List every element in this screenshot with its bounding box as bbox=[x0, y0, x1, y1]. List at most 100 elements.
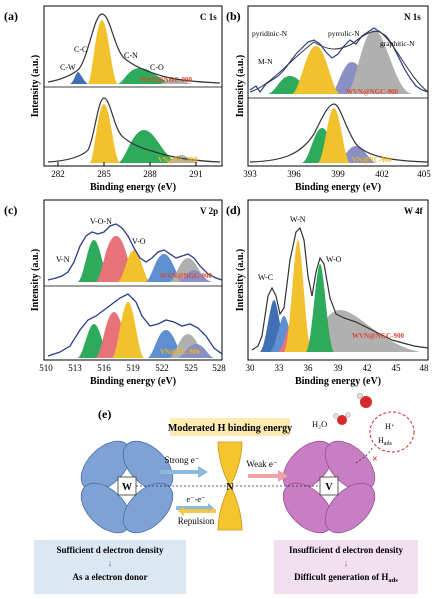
panel-c-bottom-peak-purple bbox=[178, 344, 214, 358]
panel-e-banner-text: Moderated H binding energy bbox=[168, 423, 292, 434]
panel-c-bottom-peak-yellow bbox=[112, 302, 144, 358]
panel-d-x-ticks: 30 33 36 39 42 45 48 bbox=[246, 363, 430, 373]
weak-e-label: Weak e⁻ bbox=[246, 459, 278, 469]
panel-a-peak-co bbox=[160, 78, 192, 84]
right-box-line1: Insufficient d electron density bbox=[289, 545, 404, 555]
panel-e: (e) Moderated H binding energy W N V Str… bbox=[34, 392, 418, 594]
panel-a-bottom-envelope bbox=[47, 97, 221, 163]
panel-a-frame bbox=[43, 5, 223, 167]
panel-a-ylabel: Intensity (a.u.) bbox=[30, 55, 41, 118]
panel-a-xtick: 291 bbox=[189, 169, 203, 179]
v-atom-box bbox=[319, 476, 339, 496]
panel-b-frame bbox=[247, 5, 429, 167]
panel-c-label: (c) bbox=[4, 203, 17, 217]
panel-d-xtick: 42 bbox=[363, 363, 372, 373]
panel-c-xtick: 528 bbox=[212, 363, 226, 373]
panel-c-raw-data bbox=[47, 223, 223, 281]
panel-a-sample-bottom: VN@NC-900 bbox=[158, 156, 198, 164]
panel-d-xtick: 30 bbox=[246, 363, 256, 373]
repulsion-label: Repulsion bbox=[178, 516, 215, 526]
panel-b-sample-bottom: VN@NC-900 bbox=[352, 156, 392, 164]
panel-c-xtick: 516 bbox=[97, 363, 111, 373]
panel-c-core-level: V 2p bbox=[200, 206, 218, 216]
panel-b-label: (b) bbox=[226, 9, 241, 23]
panel-a-label-cw: C-W bbox=[60, 63, 76, 72]
panel-b-raw-data bbox=[249, 27, 429, 94]
panel-a-label-cn: C-N bbox=[124, 51, 138, 60]
panel-b-ylabel: Intensity (a.u.) bbox=[235, 55, 246, 118]
panel-c-peak-purple bbox=[178, 270, 212, 282]
panel-d-xlabel: Binding energy (eV) bbox=[295, 376, 381, 387]
panel-b-label-mn: M-N bbox=[258, 57, 273, 66]
panel-c-label-vn: V-N bbox=[56, 255, 70, 264]
panel-a-xtick: 285 bbox=[97, 169, 111, 179]
panel-b-xtick: 402 bbox=[375, 169, 389, 179]
panel-b-label-graphitic: graphitic-N bbox=[380, 39, 415, 48]
panel-b-xlabel: Binding energy (eV) bbox=[295, 182, 381, 193]
h-atom-icon bbox=[345, 412, 351, 418]
panel-d-sample: WVN@NGC-900 bbox=[352, 332, 405, 340]
panel-d-envelope bbox=[251, 226, 429, 351]
panel-a-label: (a) bbox=[4, 9, 18, 23]
panel-c-label-vo: V-O bbox=[132, 237, 146, 246]
panel-a-peak-cc bbox=[88, 20, 118, 84]
panel-c-bottom-raw-data bbox=[47, 293, 223, 357]
panel-c-peak-vo bbox=[118, 250, 150, 282]
panel-a-core-level: C 1s bbox=[200, 12, 217, 22]
panel-d-xtick: 45 bbox=[392, 363, 402, 373]
left-box-line2: As a electron donor bbox=[72, 572, 147, 582]
panel-b-x-ticks: 393 396 399 402 405 bbox=[243, 169, 431, 179]
panel-a-envelope bbox=[47, 13, 221, 84]
panel-b-bottom-peak-yellow bbox=[318, 108, 350, 163]
w-d-orbital bbox=[80, 440, 174, 534]
h-atom-icon bbox=[333, 413, 339, 419]
panel-b-bottom-envelope bbox=[249, 103, 429, 163]
n-p-orbital-bottom bbox=[217, 485, 243, 531]
panel-c-ylabel: Intensity (a.u.) bbox=[30, 249, 41, 312]
weak-e-arrow bbox=[248, 470, 288, 482]
panel-d-label-wn: W-N bbox=[290, 215, 306, 224]
n-p-orbital-top bbox=[217, 441, 243, 487]
ee-label: e⁻-e⁻ bbox=[186, 494, 205, 504]
panel-a-xtick: 288 bbox=[143, 169, 157, 179]
panel-c-label-von: V-O-N bbox=[90, 217, 112, 226]
panel-d-peak-grey bbox=[304, 310, 420, 352]
panel-a-xtick: 282 bbox=[51, 169, 65, 179]
panel-a-label-co: C-O bbox=[150, 63, 164, 72]
hplus-label: H⁺ bbox=[385, 422, 395, 431]
panel-c-xlabel: Binding energy (eV) bbox=[90, 376, 176, 387]
down-arrow-icon: ↓ bbox=[344, 558, 349, 568]
hads-label: Hads bbox=[378, 436, 392, 447]
panel-d-xtick: 36 bbox=[304, 363, 314, 373]
panel-d-label-wc: W-C bbox=[258, 273, 273, 282]
right-box bbox=[274, 540, 418, 594]
left-box-line1: Sufficient d electron density bbox=[56, 545, 164, 555]
w-atom-label: W bbox=[122, 482, 132, 493]
panel-b-label-pyridinic: pyridinic-N bbox=[252, 29, 288, 38]
panel-a-bottom-peak-grey bbox=[166, 155, 198, 163]
panel-b-label-pyrrolic: pyrrolic-N bbox=[328, 29, 360, 38]
panel-b-xtick: 396 bbox=[287, 169, 301, 179]
panel-b-envelope bbox=[249, 31, 429, 93]
down-arrow-icon: ↓ bbox=[108, 558, 113, 568]
strong-e-label: Strong e⁻ bbox=[165, 455, 200, 465]
panel-d-frame bbox=[247, 199, 429, 361]
v-atom-label: V bbox=[325, 482, 333, 493]
hads-circle bbox=[369, 411, 415, 453]
panel-b-peak-graphitic bbox=[346, 30, 412, 94]
left-box bbox=[34, 540, 186, 594]
repulsion-arrow-left bbox=[178, 506, 216, 516]
o-atom-icon bbox=[360, 396, 372, 408]
h2o-label: H₂O bbox=[312, 419, 327, 429]
n-atom-label: N bbox=[226, 482, 234, 493]
panel-d-core-level: W 4f bbox=[404, 206, 424, 216]
panel-a-sample-top: WVN@NGC-900 bbox=[140, 76, 193, 84]
panel-c-xtick: 510 bbox=[39, 363, 53, 373]
o-atom-icon bbox=[337, 415, 347, 425]
panel-c-peak-blue bbox=[146, 254, 184, 282]
h-atom-icon bbox=[356, 392, 364, 400]
panel-e-label: (e) bbox=[98, 407, 111, 421]
panel-c-xtick: 522 bbox=[155, 363, 169, 373]
panel-d-ylabel: Intensity (a.u.) bbox=[235, 249, 246, 312]
